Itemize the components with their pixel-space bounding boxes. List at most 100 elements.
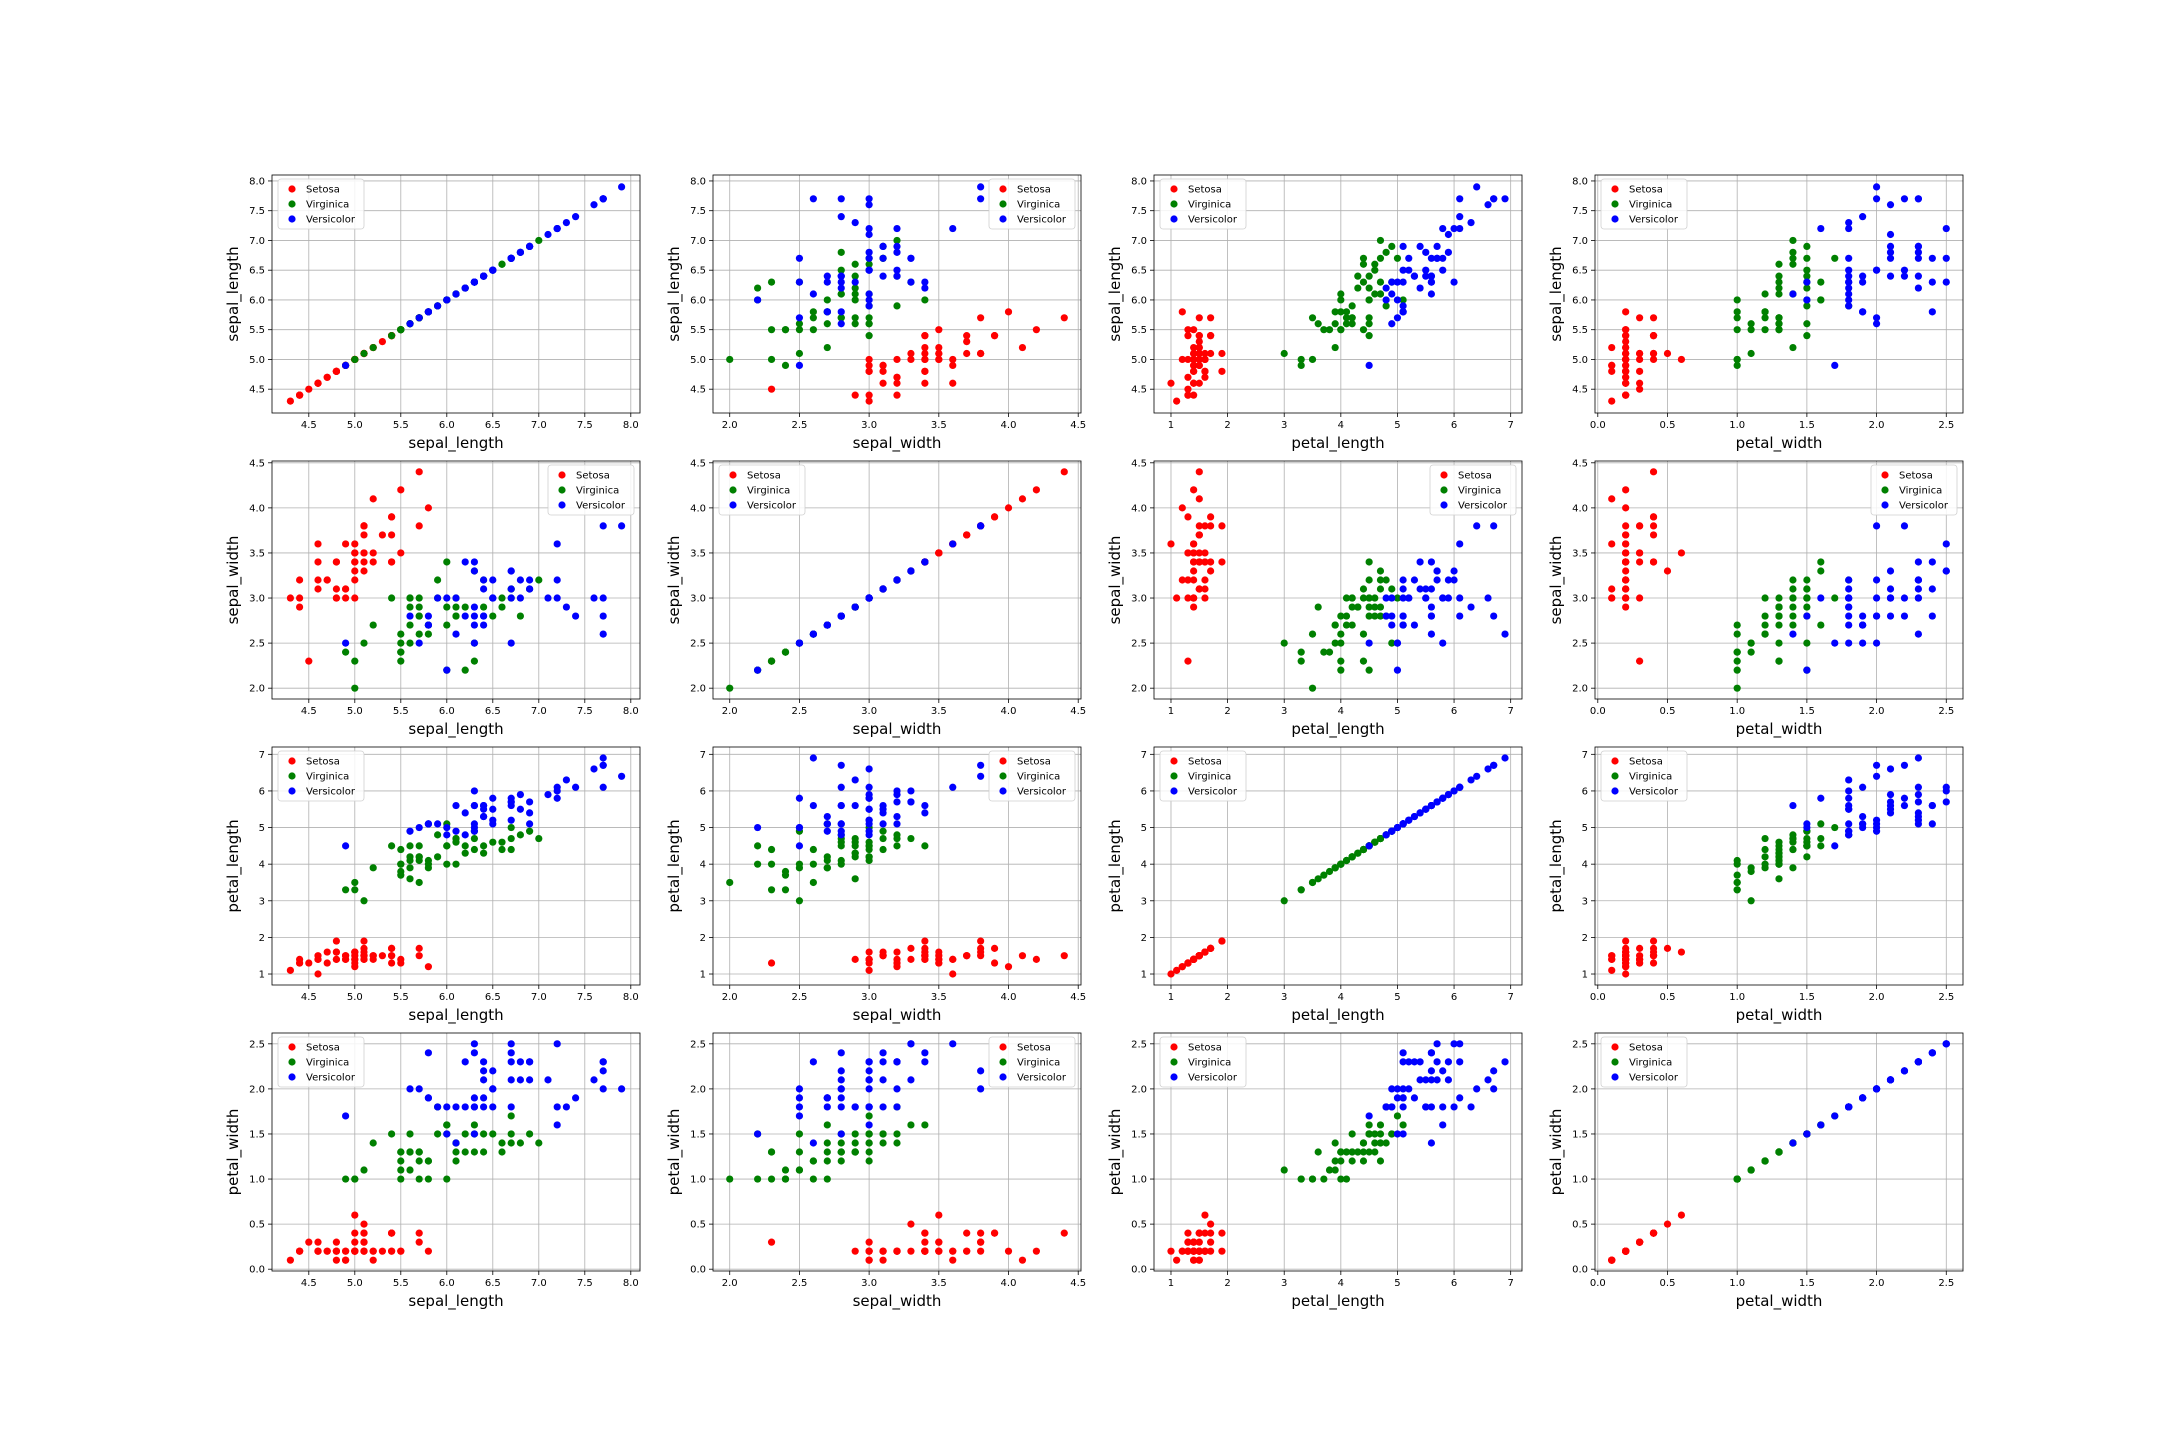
data-point-setosa bbox=[1184, 657, 1192, 665]
data-point-virginica bbox=[809, 1175, 817, 1183]
data-point-setosa bbox=[1190, 391, 1198, 399]
data-point-setosa bbox=[1190, 594, 1198, 602]
legend-marker-setosa bbox=[1611, 757, 1619, 765]
data-point-setosa bbox=[1190, 603, 1198, 611]
data-point-setosa bbox=[1190, 576, 1198, 584]
data-point-setosa bbox=[879, 361, 887, 369]
data-point-virginica bbox=[498, 1139, 506, 1147]
data-point-virginica bbox=[424, 860, 432, 868]
data-point-setosa bbox=[921, 1238, 929, 1246]
data-point-virginica bbox=[767, 326, 776, 334]
data-point-versicolor bbox=[434, 820, 442, 828]
legend-label-setosa: Setosa bbox=[1629, 757, 1663, 768]
data-point-versicolor bbox=[406, 320, 414, 328]
legend-box bbox=[1159, 750, 1247, 802]
y-tick-label: 5 bbox=[700, 823, 706, 834]
data-point-virginica bbox=[879, 834, 887, 843]
data-point-versicolor bbox=[507, 1040, 515, 1048]
data-point-versicolor bbox=[1845, 787, 1853, 795]
data-point-setosa bbox=[286, 594, 294, 602]
data-point-virginica bbox=[1371, 1130, 1379, 1138]
data-point-versicolor bbox=[342, 842, 350, 850]
data-point-versicolor bbox=[837, 831, 845, 839]
data-point-setosa bbox=[1622, 373, 1630, 381]
x-tick-label: 2.0 bbox=[1869, 420, 1885, 431]
x-tick-label: 3 bbox=[1281, 420, 1287, 431]
data-point-setosa bbox=[879, 1247, 887, 1255]
y-tick-label: 7.0 bbox=[690, 236, 706, 247]
data-point-versicolor bbox=[1416, 585, 1424, 593]
data-point-virginica bbox=[865, 320, 873, 328]
data-point-virginica bbox=[851, 842, 859, 850]
data-point-virginica bbox=[879, 1139, 887, 1147]
y-tick-label: 5.5 bbox=[249, 325, 265, 336]
data-point-virginica bbox=[1365, 594, 1373, 602]
data-point-versicolor bbox=[837, 1130, 845, 1138]
data-point-setosa bbox=[1622, 355, 1630, 364]
data-point-versicolor bbox=[893, 272, 901, 280]
legend-label-setosa: Setosa bbox=[747, 471, 781, 482]
data-point-setosa bbox=[1195, 349, 1203, 358]
data-point-virginica bbox=[360, 349, 368, 358]
y-tick-label: 3.5 bbox=[1131, 548, 1147, 559]
data-point-versicolor bbox=[809, 801, 817, 810]
y-tick-label: 5.5 bbox=[1131, 325, 1147, 336]
data-point-virginica bbox=[1371, 1139, 1379, 1147]
data-point-versicolor bbox=[795, 1112, 804, 1120]
data-point-virginica bbox=[397, 1157, 405, 1165]
data-point-versicolor bbox=[837, 278, 845, 286]
data-point-virginica bbox=[893, 831, 901, 839]
data-point-versicolor bbox=[1456, 224, 1464, 233]
data-point-versicolor bbox=[1467, 1103, 1475, 1111]
data-point-virginica bbox=[1399, 1121, 1407, 1129]
data-point-versicolor bbox=[470, 1094, 478, 1102]
data-point-setosa bbox=[1207, 332, 1215, 340]
x-tick-label: 7 bbox=[1507, 420, 1513, 431]
data-point-versicolor bbox=[1942, 278, 1950, 286]
data-point-versicolor bbox=[823, 308, 831, 316]
y-tick-label: 1 bbox=[1582, 970, 1588, 981]
data-point-setosa bbox=[1649, 522, 1658, 530]
data-point-virginica bbox=[1371, 612, 1379, 620]
data-point-virginica bbox=[1371, 838, 1379, 846]
data-point-virginica bbox=[507, 1112, 515, 1120]
data-point-setosa bbox=[1190, 549, 1198, 557]
data-point-versicolor bbox=[1928, 1049, 1936, 1057]
x-tick-label: 0.0 bbox=[1590, 706, 1606, 717]
legend-label-versicolor: Versicolor bbox=[1017, 1073, 1067, 1084]
data-point-setosa bbox=[1201, 1211, 1209, 1219]
data-point-setosa bbox=[1207, 1220, 1215, 1228]
data-point-setosa bbox=[935, 355, 943, 364]
data-point-setosa bbox=[1218, 1229, 1226, 1237]
y-tick-label: 6.5 bbox=[1131, 266, 1147, 277]
data-point-virginica bbox=[893, 1130, 901, 1138]
data-point-setosa bbox=[323, 959, 331, 967]
data-point-virginica bbox=[1803, 242, 1811, 250]
data-point-virginica bbox=[781, 886, 790, 894]
data-point-versicolor bbox=[424, 308, 432, 316]
data-point-versicolor bbox=[599, 1067, 607, 1075]
data-point-virginica bbox=[351, 886, 359, 894]
data-point-versicolor bbox=[837, 1085, 845, 1093]
data-point-virginica bbox=[1803, 302, 1811, 310]
legend-label-versicolor: Versicolor bbox=[1899, 501, 1949, 512]
data-point-virginica bbox=[795, 1130, 804, 1138]
data-point-setosa bbox=[921, 355, 929, 364]
data-point-versicolor bbox=[1914, 242, 1922, 250]
y-tick-label: 7.5 bbox=[249, 206, 265, 217]
y-axis-label: sepal_width bbox=[1106, 536, 1125, 625]
data-point-setosa bbox=[935, 549, 943, 557]
y-tick-label: 2.5 bbox=[249, 639, 265, 650]
data-point-virginica bbox=[1325, 1166, 1334, 1174]
data-point-setosa bbox=[351, 948, 359, 956]
data-point-virginica bbox=[1399, 296, 1407, 304]
data-point-virginica bbox=[851, 260, 859, 268]
data-point-virginica bbox=[1775, 849, 1783, 857]
data-point-versicolor bbox=[893, 798, 901, 806]
data-point-setosa bbox=[935, 343, 943, 352]
legend-marker-setosa bbox=[729, 471, 737, 479]
y-axis-label: sepal_width bbox=[1547, 536, 1566, 625]
data-point-versicolor bbox=[424, 1094, 432, 1102]
